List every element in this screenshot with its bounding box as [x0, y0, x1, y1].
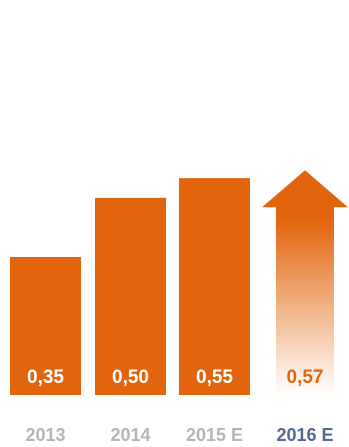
- data-label-2016-e: 0,57: [287, 367, 324, 388]
- x-tick-label-2014: 2014: [110, 425, 150, 445]
- bar-2014: [95, 197, 166, 395]
- x-tick-label-2013: 2013: [25, 425, 65, 445]
- bar-2015-e: [179, 178, 250, 395]
- data-label-2014: 0,50: [112, 367, 149, 388]
- x-tick-label-2016-e: 2016 E: [276, 425, 333, 445]
- data-label-2015-e: 0,55: [196, 367, 233, 388]
- bar-2016-e-arrow: [262, 170, 348, 395]
- data-label-2013: 0,35: [27, 367, 64, 388]
- x-tick-label-2015-e: 2015 E: [186, 425, 243, 445]
- bar-2013: [10, 256, 81, 395]
